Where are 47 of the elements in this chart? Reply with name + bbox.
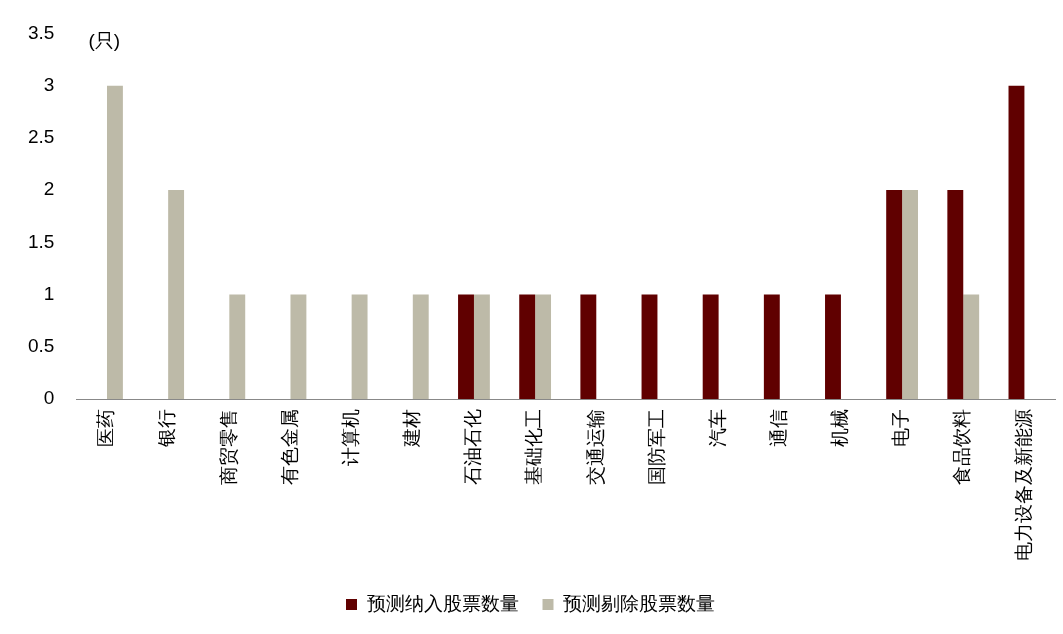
bar xyxy=(947,190,964,399)
x-tick-label: 国防军工 xyxy=(645,409,667,485)
x-tick-label: 交通运输 xyxy=(584,409,606,485)
x-tick-label: 机械 xyxy=(829,409,851,447)
x-tick-label: 通信 xyxy=(768,409,790,447)
y-tick-label: 3.5 xyxy=(27,21,55,43)
x-tick-label: 石油石化 xyxy=(462,409,484,485)
x-tick-label: 医药 xyxy=(95,409,117,447)
bar xyxy=(963,294,980,399)
legend-label: 预测纳入股票数量 xyxy=(366,592,519,614)
y-tick-label: 1.5 xyxy=(27,230,55,252)
y-tick-label: 0.5 xyxy=(27,335,55,357)
x-tick-label: 银行 xyxy=(156,409,178,448)
y-tick-label: 0 xyxy=(43,387,55,409)
bar xyxy=(412,294,429,399)
bar xyxy=(902,190,918,399)
x-tick-label: 有色金属 xyxy=(278,409,300,485)
bar xyxy=(535,294,552,399)
bar xyxy=(1008,85,1025,399)
y-tick-label: 1 xyxy=(43,282,55,304)
y-tick-label: 2.5 xyxy=(27,126,55,148)
x-tick-label: 计算机 xyxy=(339,409,361,466)
bar xyxy=(702,294,719,399)
bar xyxy=(519,294,536,399)
bar xyxy=(580,294,597,399)
x-tick-label: 电力设备及新能源 xyxy=(1012,409,1034,561)
bar xyxy=(290,294,307,399)
bar xyxy=(473,294,490,399)
y-tick-label: 2 xyxy=(43,178,55,200)
x-tick-label: 建材 xyxy=(401,409,423,448)
bar xyxy=(351,294,368,399)
y-tick-label: 3 xyxy=(43,73,55,95)
bar xyxy=(229,294,246,399)
bar xyxy=(763,294,780,399)
y-axis-title: (只) xyxy=(88,29,121,51)
legend-label: 预测剔除股票数量 xyxy=(563,592,715,614)
x-tick-label: 电子 xyxy=(890,409,912,447)
x-tick-label: 食品饮料 xyxy=(951,409,973,485)
bar xyxy=(886,190,903,399)
bar xyxy=(168,190,185,399)
bar xyxy=(106,85,123,399)
x-tick-label: 商贸零售 xyxy=(217,409,239,485)
x-tick-label: 汽车 xyxy=(706,409,728,447)
bar xyxy=(458,294,474,399)
x-tick-label: 基础化工 xyxy=(523,409,545,485)
bar xyxy=(641,294,658,399)
bar xyxy=(825,294,841,399)
